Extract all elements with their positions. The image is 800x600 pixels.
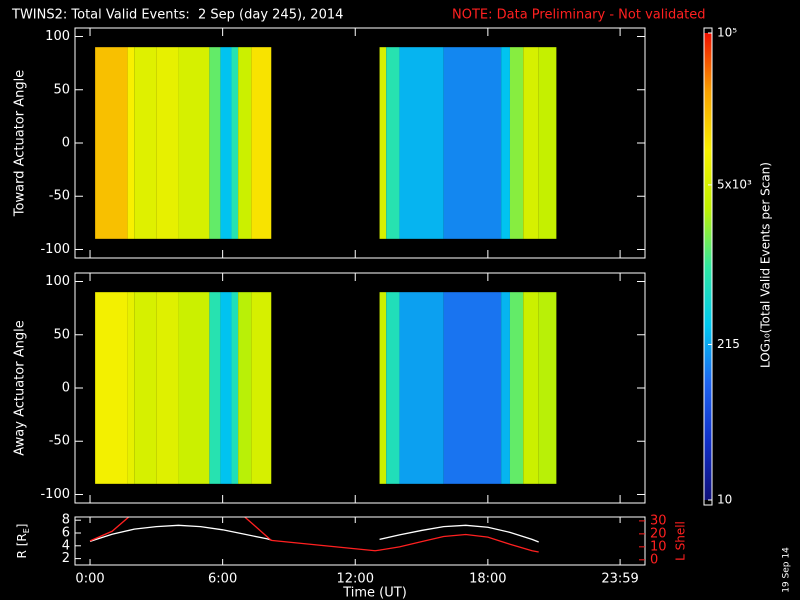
heatmap-cell <box>231 292 239 484</box>
y-tick-label: 4 <box>62 538 70 553</box>
y-tick-label: -100 <box>40 487 70 502</box>
y-axis-label-part: ] <box>15 524 29 529</box>
heatmap-cell <box>238 292 252 484</box>
heatmap-cell <box>399 47 444 239</box>
heatmap-cell <box>209 292 221 484</box>
heatmap-cell <box>178 292 210 484</box>
colorbar-tick-label: 10⁵ <box>717 26 737 40</box>
y2-tick-label: 0 <box>650 552 658 567</box>
heatmap-cell <box>501 292 510 484</box>
colorbar-frame <box>703 27 713 506</box>
heatmap-cell <box>386 292 400 484</box>
colorbar-label: LOG₁₀(Total Valid Events per Scan) <box>759 162 773 368</box>
colorbar-tick-label: 215 <box>717 337 740 351</box>
y-tick-label: 2 <box>62 551 70 566</box>
y-tick-label: -100 <box>40 242 70 257</box>
heatmap-cell <box>501 47 510 239</box>
heatmap-cell <box>220 47 232 239</box>
heatmap-cell <box>443 292 502 484</box>
note: NOTE: Data Preliminary - Not validated <box>452 8 706 23</box>
y-tick-label: 100 <box>45 29 70 44</box>
x-tick-label: 23:59 <box>601 572 638 587</box>
heatmap-cell <box>127 47 135 239</box>
title: TWINS2: Total Valid Events: 2 Sep (day 2… <box>11 8 343 23</box>
heatmap-cell <box>399 292 444 484</box>
colorbar-tick-label: 10 <box>717 493 732 507</box>
heatmap-cell <box>209 47 221 239</box>
heatmap-cell <box>156 47 179 239</box>
heatmap-cell <box>523 47 539 239</box>
heatmap-cell <box>251 47 272 239</box>
heatmap-cell <box>134 47 157 239</box>
y2-tick-label: 20 <box>650 526 667 541</box>
y-axis-label-part: R [R <box>15 533 29 558</box>
heatmap-cell <box>95 292 128 484</box>
heatmap-cell <box>523 292 539 484</box>
y-tick-label: -50 <box>49 189 70 204</box>
y-axis-label-part: E <box>22 528 31 533</box>
x-tick-label: 6:00 <box>208 572 237 587</box>
colorbar <box>704 33 712 500</box>
y-tick-label: 100 <box>45 274 70 289</box>
heatmap-cell <box>538 47 557 239</box>
heatmap-cell <box>220 292 232 484</box>
y-axis-label: Away Actuator Angle <box>13 320 28 455</box>
colorbar-tick-label: 5x10³ <box>717 177 752 191</box>
series-line <box>89 524 539 543</box>
y2-tick-label: 10 <box>650 539 667 554</box>
heatmap-cell <box>127 292 135 484</box>
heatmap-cell <box>156 292 179 484</box>
series-line <box>89 517 539 553</box>
y2-tick-label: 30 <box>650 513 667 528</box>
y-tick-label: 8 <box>62 513 70 528</box>
heatmap-cell <box>379 47 387 239</box>
heatmap-cell <box>251 292 272 484</box>
y-axis-label: R [RE] <box>15 524 32 559</box>
y-tick-label: 0 <box>62 136 70 151</box>
y-axis-label: Toward Actuator Angle <box>13 70 28 217</box>
plot-frame <box>74 516 646 566</box>
heatmap-cell <box>379 292 387 484</box>
y-tick-label: 0 <box>62 381 70 396</box>
heatmap-cell <box>538 292 557 484</box>
y-tick-label: 6 <box>62 526 70 541</box>
heatmap-cell <box>386 47 400 239</box>
heatmap-cell <box>509 292 524 484</box>
heatmap-cell <box>443 47 502 239</box>
y-tick-label: 50 <box>53 327 70 342</box>
heatmap-cell <box>95 47 128 239</box>
date-stamp: 19 Sep 14 <box>782 547 792 593</box>
y-tick-label: -50 <box>49 434 70 449</box>
heatmap-cell <box>231 47 239 239</box>
x-tick-label: 0:00 <box>75 572 104 587</box>
x-axis-label: Time (UT) <box>342 586 407 600</box>
heatmap-cell <box>134 292 157 484</box>
heatmap-cell <box>238 47 252 239</box>
y-tick-label: 50 <box>53 82 70 97</box>
heatmap-cell <box>509 47 524 239</box>
x-tick-label: 12:00 <box>337 572 374 587</box>
heatmap-cell <box>178 47 210 239</box>
x-tick-label: 18:00 <box>469 572 506 587</box>
y2-axis-label: L Shell <box>674 521 688 561</box>
